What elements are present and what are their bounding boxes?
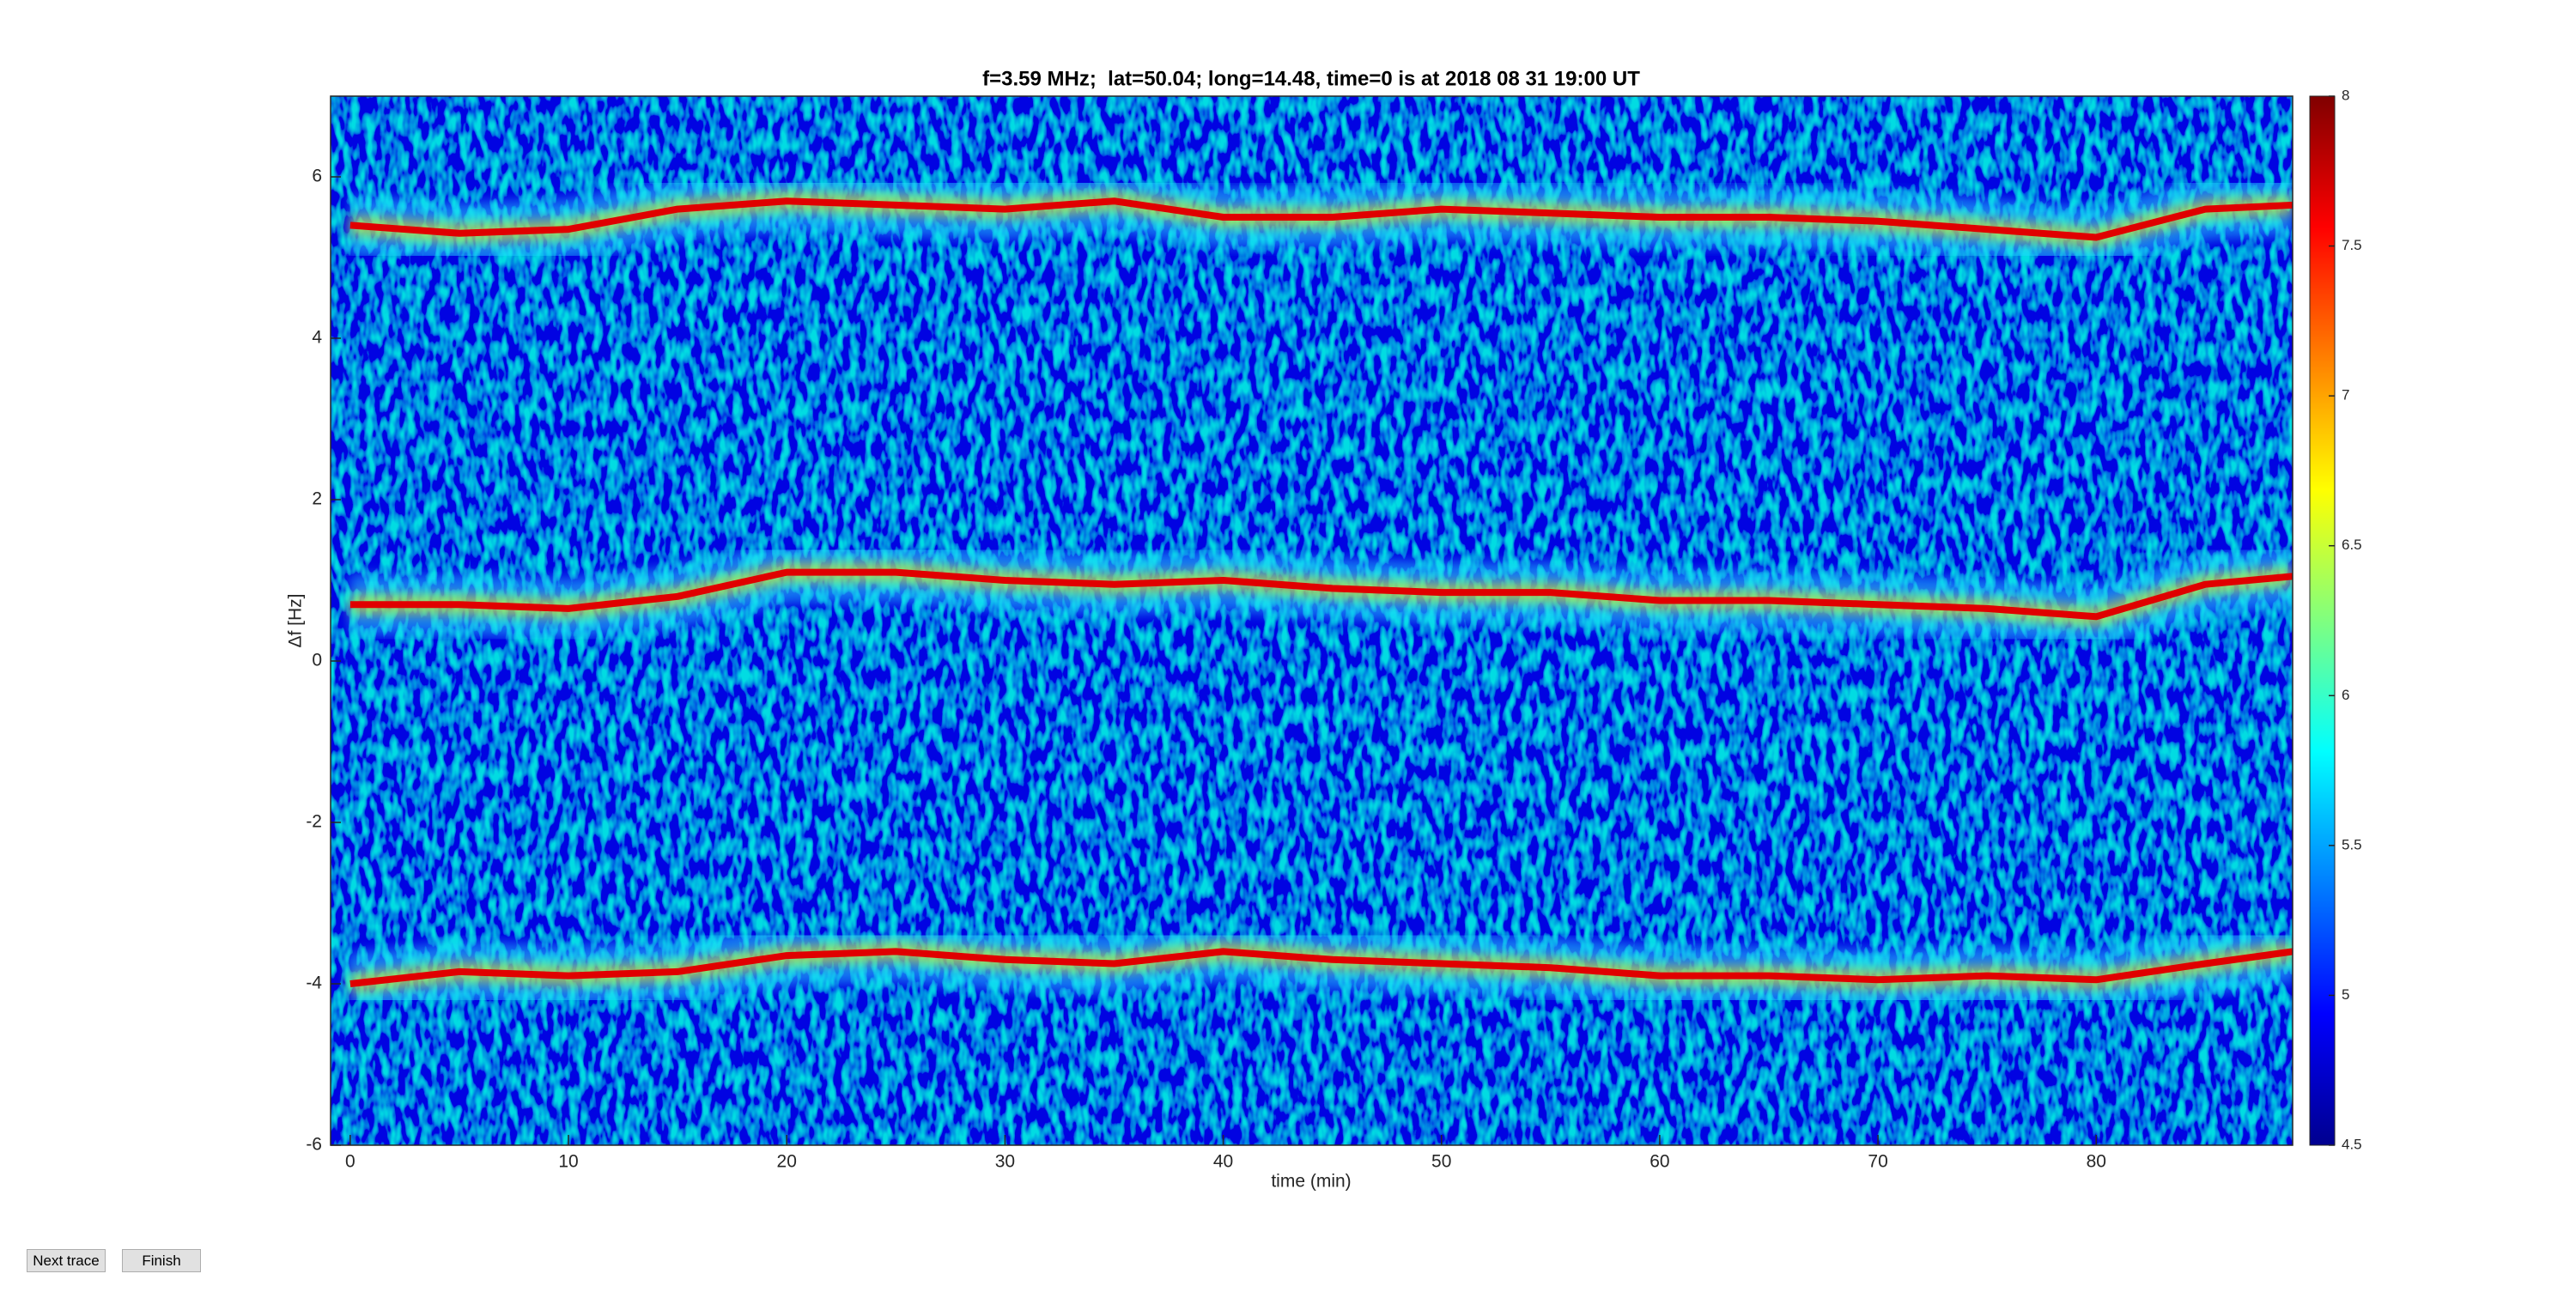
axes-box [330,95,2293,1146]
x-tick-label: 10 [558,1152,578,1172]
y-tick-label: -2 [306,812,322,832]
colorbar-tick-label: 6 [2342,687,2349,703]
trace [349,197,2293,241]
x-tick-label: 50 [1431,1152,1451,1172]
finish-button[interactable]: Finish [122,1249,201,1272]
colorbar-tick-label: 7.5 [2342,237,2362,253]
x-tick-label: 30 [995,1152,1015,1172]
x-tick-label: 20 [777,1152,797,1172]
x-tick-label: 80 [2087,1152,2106,1172]
trace [349,568,2293,621]
y-tick-label: 0 [312,651,322,670]
colorbar-tick-label: 7 [2342,387,2349,403]
x-tick-label: 40 [1213,1152,1233,1172]
x-tick-label: 70 [1868,1152,1887,1172]
y-tick-label: 2 [312,489,322,509]
x-tick-label: 0 [345,1152,355,1172]
colorbar-tick-label: 6.5 [2342,537,2362,553]
y-tick-label: -6 [306,1135,322,1155]
colorbar [2309,95,2336,1146]
trace [349,948,2293,987]
figure: f=3.59 MHz; lat=50.04; long=14.48, time=… [286,67,2362,1192]
plot-area [331,96,2293,1145]
y-tick-label: 4 [312,328,322,348]
x-axis-label: time (min) [1271,1172,1351,1192]
chart-title: f=3.59 MHz; lat=50.04; long=14.48, time=… [982,67,1640,90]
next-trace-button[interactable]: Next trace [27,1249,106,1272]
colorbar-tick-label: 5 [2342,986,2349,1003]
x-tick-label: 60 [1649,1152,1669,1172]
traces [347,171,2293,1014]
colorbar-tick-label: 4.5 [2342,1136,2362,1152]
y-axis-label: Δf [Hz] [286,593,306,647]
colorbar-tick-label: 5.5 [2342,836,2362,852]
y-tick-label: 6 [312,167,322,186]
colorbar-tick-label: 8 [2342,87,2349,103]
y-tick-label: -4 [306,974,322,993]
